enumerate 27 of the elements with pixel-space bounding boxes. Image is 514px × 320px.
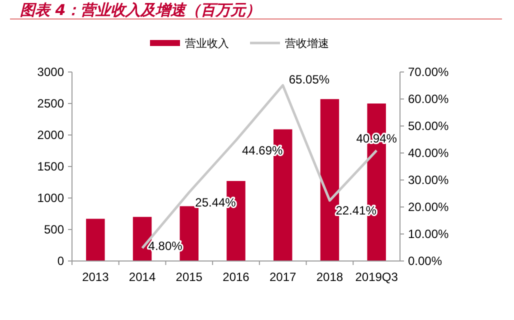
x-tick-label: 2016 xyxy=(222,270,250,284)
bar xyxy=(86,218,105,261)
x-tick-label: 2018 xyxy=(316,270,344,284)
y-tick-label: 2000 xyxy=(37,128,64,142)
y2-tick-label: 70.00% xyxy=(408,65,450,80)
legend-label: 营收增速 xyxy=(285,36,329,50)
data-label: 65.05% xyxy=(288,72,330,86)
y-tick-label: 2500 xyxy=(37,96,64,111)
x-tick-label: 2019Q3 xyxy=(355,270,398,284)
chart-title: 图表 4：营业收入及增速（百万元） xyxy=(20,1,261,19)
x-tick-label: 2014 xyxy=(128,270,156,284)
y-tick-label: 1500 xyxy=(37,160,64,174)
y2-tick-label: 60.00% xyxy=(408,92,450,106)
y2-tick-label: 0.00% xyxy=(408,254,442,268)
y2-tick-label: 40.00% xyxy=(408,146,450,160)
y-tick-label: 0 xyxy=(57,254,64,268)
y2-tick-label: 30.00% xyxy=(408,173,450,188)
y-tick-label: 500 xyxy=(44,222,64,237)
legend-label: 营业收入 xyxy=(185,36,229,50)
y-tick-label: 3000 xyxy=(37,65,64,80)
y2-tick-label: 20.00% xyxy=(408,200,450,214)
x-tick-label: 2013 xyxy=(82,270,110,284)
y2-tick-label: 10.00% xyxy=(408,227,450,242)
y2-tick-label: 50.00% xyxy=(408,119,450,134)
y-tick-label: 1000 xyxy=(37,191,64,206)
x-tick-label: 2015 xyxy=(176,270,203,284)
x-tick-label: 2017 xyxy=(270,270,297,284)
